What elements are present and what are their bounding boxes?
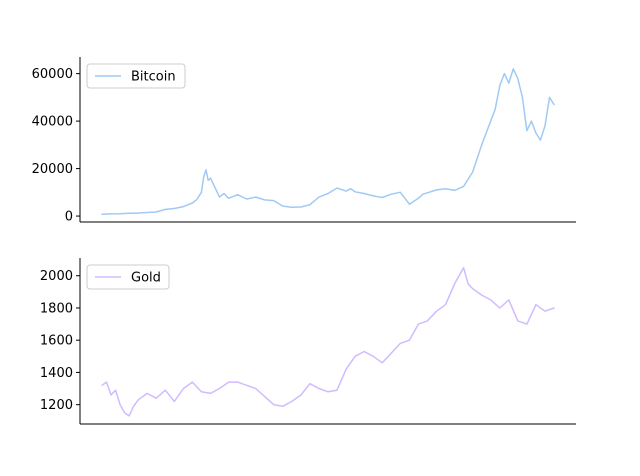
series-line-gold [101,266,555,417]
y-tick-label: 20000 [32,162,73,177]
y-tick-label: 1400 [40,366,73,381]
legend: Gold [86,264,170,290]
y-tick-label: 2000 [40,269,73,284]
bitcoin-panel: 0 20000 40000 60000 Bitcoin [32,57,576,225]
y-tick-label: 60000 [32,67,73,82]
legend-frame [86,264,170,290]
series-line-bitcoin [101,68,555,215]
y-tick-label: 0 [65,210,73,225]
y-tick-label: 40000 [32,115,73,130]
y-tick-label: 1200 [40,398,73,413]
gold-panel: 1200 1400 1600 1800 2000 Gold [40,258,576,425]
legend-frame [86,63,186,89]
legend-label: Bitcoin [131,70,176,85]
legend: Bitcoin [86,63,186,89]
y-tick-label: 1600 [40,334,73,349]
legend-label: Gold [131,271,161,286]
y-tick-label: 1800 [40,301,73,316]
